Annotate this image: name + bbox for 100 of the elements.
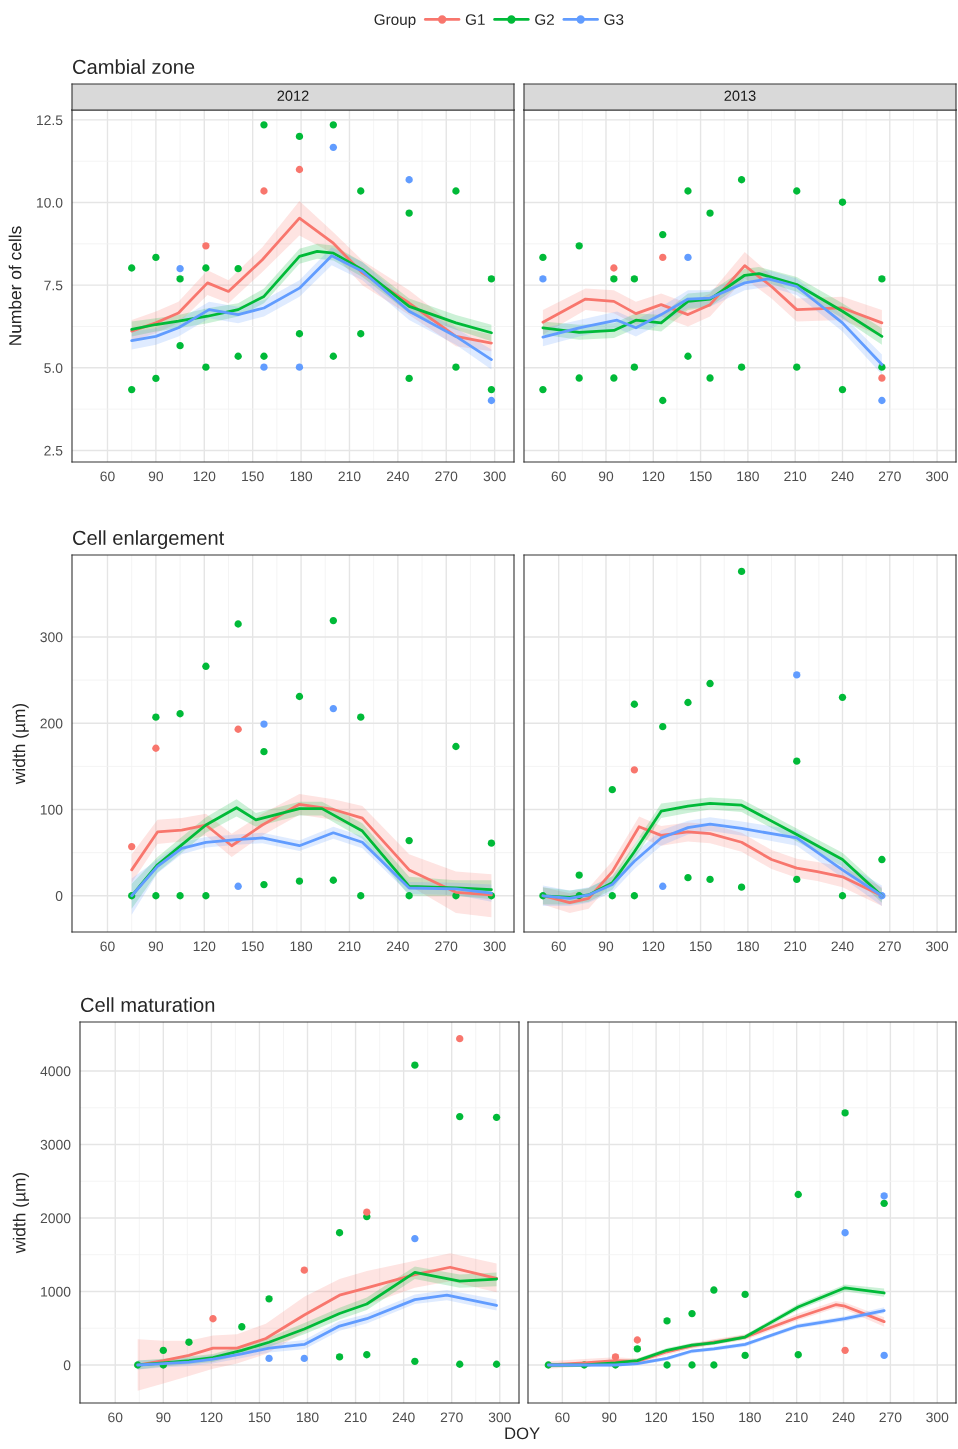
point xyxy=(176,264,184,273)
point xyxy=(688,1361,696,1369)
point xyxy=(659,253,667,262)
x-tick-label: 300 xyxy=(926,1412,949,1423)
x-tick-label: 90 xyxy=(602,1412,617,1423)
point xyxy=(405,836,413,845)
x-tick-label: 180 xyxy=(739,1412,761,1423)
x-tick-label: 120 xyxy=(193,471,216,482)
point xyxy=(411,1357,419,1365)
point xyxy=(659,396,667,405)
point xyxy=(841,1346,849,1354)
x-tick-label: 150 xyxy=(242,941,264,952)
x-tick-label: 180 xyxy=(737,941,759,952)
point xyxy=(492,1113,501,1121)
y-tick-label: 3000 xyxy=(40,1139,71,1150)
chart-subtitle: 2013 xyxy=(724,90,756,101)
point xyxy=(452,742,460,751)
x-tick-label: 180 xyxy=(290,941,313,952)
point xyxy=(260,748,268,756)
point xyxy=(684,698,692,707)
point xyxy=(405,209,413,217)
x-tick-label: 240 xyxy=(831,471,854,482)
x-tick-label: 120 xyxy=(642,941,665,952)
x-tick-label: 210 xyxy=(344,1412,367,1423)
point xyxy=(202,662,210,670)
point xyxy=(633,1336,642,1344)
x-tick-label: 240 xyxy=(386,471,409,482)
point xyxy=(688,1309,696,1318)
point xyxy=(295,692,304,701)
x-tick-label: 240 xyxy=(392,1412,415,1423)
point xyxy=(405,176,413,184)
point xyxy=(363,1351,371,1359)
point xyxy=(335,1229,344,1237)
point xyxy=(456,1360,464,1368)
point xyxy=(128,842,136,851)
point xyxy=(737,567,746,576)
point xyxy=(295,132,304,141)
point xyxy=(300,1354,308,1363)
point xyxy=(575,871,583,879)
point xyxy=(838,892,847,900)
point xyxy=(706,374,714,382)
point xyxy=(793,757,801,765)
x-tick-label: 150 xyxy=(242,471,264,482)
y-tick-label: 2000 xyxy=(40,1213,71,1224)
point xyxy=(741,1351,749,1360)
point xyxy=(608,785,616,794)
x-tick-label: 60 xyxy=(100,471,115,482)
point xyxy=(878,374,886,382)
point xyxy=(202,264,210,272)
point xyxy=(487,275,496,283)
y-axis-title: width (µm) xyxy=(12,703,29,785)
point xyxy=(575,374,583,382)
point xyxy=(456,1112,464,1121)
x-axis-title: DOY xyxy=(505,1427,540,1440)
point xyxy=(684,187,692,195)
legend-label: G3 xyxy=(604,14,624,25)
x-tick-label: 150 xyxy=(692,1412,714,1423)
x-tick-label: 60 xyxy=(108,1412,123,1423)
point xyxy=(487,385,496,394)
x-tick-label: 240 xyxy=(386,941,409,952)
point xyxy=(706,209,714,217)
point xyxy=(452,187,460,195)
point xyxy=(260,363,268,371)
x-tick-label: 270 xyxy=(435,941,458,952)
x-tick-label: 300 xyxy=(483,941,506,952)
y-tick-label: 0 xyxy=(63,1360,71,1371)
x-tick-label: 60 xyxy=(555,1412,570,1423)
point xyxy=(838,198,847,206)
point xyxy=(539,385,547,394)
x-tick-label: 270 xyxy=(878,941,901,952)
point xyxy=(880,1199,888,1207)
x-tick-label: 210 xyxy=(784,471,807,482)
point xyxy=(234,725,242,733)
point xyxy=(152,253,160,262)
y-tick-label: 200 xyxy=(40,718,63,729)
point xyxy=(793,671,801,679)
point xyxy=(234,352,242,360)
x-tick-label: 150 xyxy=(690,471,712,482)
point xyxy=(357,187,365,195)
point xyxy=(880,1351,888,1360)
x-tick-label: 300 xyxy=(926,471,949,482)
point xyxy=(300,1266,308,1274)
point xyxy=(295,363,304,371)
point xyxy=(128,264,136,272)
x-tick-label: 240 xyxy=(832,1412,855,1423)
point xyxy=(234,264,242,273)
x-tick-label: 90 xyxy=(156,1412,171,1423)
point xyxy=(452,363,460,371)
point xyxy=(295,877,304,885)
point xyxy=(841,1229,849,1237)
point xyxy=(838,385,847,394)
point xyxy=(329,616,337,625)
point xyxy=(659,723,667,731)
point xyxy=(684,873,692,882)
x-tick-label: 120 xyxy=(642,471,665,482)
point xyxy=(663,1317,671,1325)
x-tick-label: 210 xyxy=(338,941,361,952)
x-tick-label: 180 xyxy=(737,471,759,482)
x-tick-label: 300 xyxy=(926,941,949,952)
x-tick-label: 210 xyxy=(784,941,807,952)
